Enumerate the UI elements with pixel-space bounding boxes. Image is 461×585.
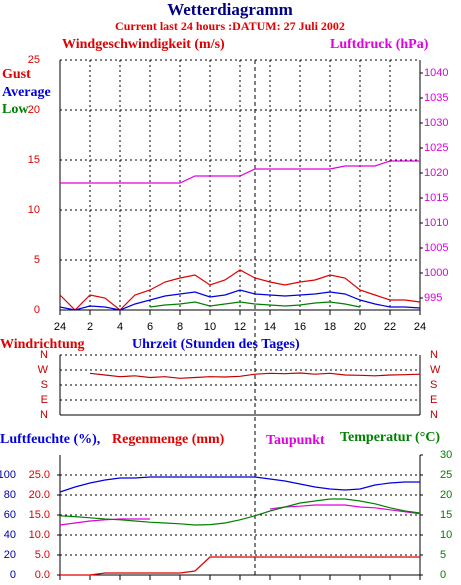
series-line — [149, 301, 361, 308]
series-line — [59, 498, 421, 526]
legend-entry: Temperatur (°C) — [340, 430, 440, 445]
y-tick-label: 30 — [440, 449, 452, 461]
series-line — [59, 476, 420, 493]
series-line — [60, 556, 420, 576]
y-tick-label: 20 — [4, 549, 16, 561]
y-tick-label: 10.0 — [29, 529, 50, 541]
legend-entry: Low — [2, 102, 29, 117]
y-tick-label: 5.0 — [35, 549, 50, 561]
y-tick-label: 20.0 — [29, 489, 50, 501]
legend-entry: Gust — [2, 67, 31, 82]
legend-entry: Taupunkt — [266, 433, 325, 448]
y-axis-label: Windrichtung — [0, 337, 85, 352]
y-tick-label: N — [40, 409, 48, 421]
y-tick-label: E — [41, 394, 48, 406]
y-axis-label: Regenmenge (mm) — [112, 432, 225, 447]
x-tick-label: 24 — [414, 321, 426, 333]
y-tick-label: 1015 — [424, 192, 448, 204]
y-tick-label: 1010 — [424, 217, 448, 229]
y-tick-label: 15.0 — [29, 509, 50, 521]
y-axis-label: Luftfeuchte (%), — [0, 432, 100, 447]
y-tick-label: 20 — [28, 104, 40, 116]
y-tick-label: 1000 — [424, 267, 448, 279]
y-tick-label: 25 — [440, 469, 452, 481]
y-tick-label: N — [430, 409, 438, 421]
y-axis-label: Windgeschwindigkeit (m/s) — [62, 37, 225, 52]
y-tick-label: 1020 — [424, 167, 448, 179]
series-line — [59, 504, 421, 526]
y-tick-label: 1035 — [424, 92, 448, 104]
y-tick-label: 0.0 — [35, 569, 50, 581]
y-tick-label: 995 — [424, 292, 442, 304]
x-tick-label: 22 — [384, 321, 396, 333]
x-tick-label: 20 — [354, 321, 366, 333]
y-tick-label: E — [430, 394, 437, 406]
y-tick-label: 0 — [34, 304, 40, 316]
y-tick-label: 5 — [34, 254, 40, 266]
y-tick-label: 80 — [4, 489, 16, 501]
x-tick-label: 14 — [264, 321, 276, 333]
y-tick-label: 25.0 — [29, 469, 50, 481]
y-tick-label: 25 — [28, 54, 40, 66]
y-tick-label: 1040 — [424, 67, 448, 79]
series-line — [89, 372, 421, 379]
y-tick-label: 60 — [4, 509, 16, 521]
chart-subtitle: Current last 24 hours :DATUM: 27 Juli 20… — [115, 19, 345, 33]
x-tick-label: 10 — [204, 321, 216, 333]
y-tick-label: 10 — [440, 529, 452, 541]
x-axis-label: Uhrzeit (Stunden des Tages) — [132, 337, 300, 352]
y-tick-label: 15 — [28, 154, 40, 166]
x-tick-label: 16 — [294, 321, 306, 333]
pressure-label: Luftdruck (hPa) — [330, 37, 429, 52]
series-line — [60, 160, 420, 184]
y-tick-label: 0 — [10, 569, 16, 581]
x-tick-label: 18 — [324, 321, 336, 333]
series-line — [59, 289, 421, 311]
y-tick-label: N — [430, 349, 438, 361]
y-tick-label: S — [430, 379, 437, 391]
x-tick-label: 2 — [87, 321, 93, 333]
y-tick-label: 1005 — [424, 242, 448, 254]
chart-title: Wetterdiagramm — [167, 0, 293, 19]
x-tick-label: 4 — [117, 321, 123, 333]
y-tick-label: 15 — [440, 509, 452, 521]
y-tick-label: 1025 — [424, 142, 448, 154]
x-tick-label: 8 — [177, 321, 183, 333]
y-tick-label: 5 — [440, 549, 446, 561]
y-tick-label: S — [41, 379, 48, 391]
x-tick-label: 6 — [147, 321, 153, 333]
x-tick-label: 24 — [54, 321, 66, 333]
y-tick-label: 40 — [4, 529, 16, 541]
y-tick-label: 100 — [0, 469, 16, 481]
y-tick-label: W — [38, 364, 49, 376]
y-tick-label: 0 — [440, 569, 446, 581]
y-tick-label: N — [40, 349, 48, 361]
y-tick-label: 10 — [28, 204, 40, 216]
x-tick-label: 12 — [234, 321, 246, 333]
legend-entry: Average — [2, 85, 51, 100]
y-tick-label: W — [430, 364, 441, 376]
y-tick-label: 20 — [440, 489, 452, 501]
y-tick-label: 1030 — [424, 117, 448, 129]
